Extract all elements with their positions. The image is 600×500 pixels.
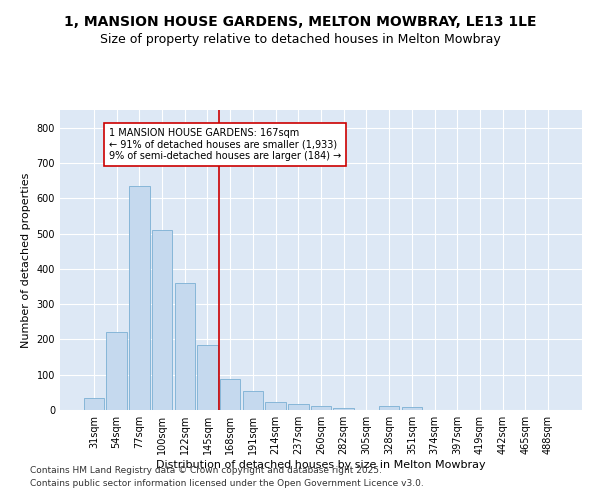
Bar	[401, 407, 422, 410]
Text: Contains HM Land Registry data © Crown copyright and database right 2025.: Contains HM Land Registry data © Crown c…	[30, 466, 382, 475]
Bar	[220, 379, 241, 410]
Bar	[175, 283, 195, 410]
Bar	[311, 406, 331, 410]
Text: 1 MANSION HOUSE GARDENS: 167sqm
← 91% of detached houses are smaller (1,933)
9% : 1 MANSION HOUSE GARDENS: 167sqm ← 91% of…	[109, 128, 341, 161]
Bar	[288, 404, 308, 410]
Bar	[129, 186, 149, 410]
Bar	[334, 408, 354, 410]
Text: Size of property relative to detached houses in Melton Mowbray: Size of property relative to detached ho…	[100, 32, 500, 46]
Bar	[379, 406, 400, 410]
Bar	[265, 402, 286, 410]
Text: Contains public sector information licensed under the Open Government Licence v3: Contains public sector information licen…	[30, 478, 424, 488]
Y-axis label: Number of detached properties: Number of detached properties	[21, 172, 31, 348]
Bar	[106, 332, 127, 410]
Bar	[152, 230, 172, 410]
Bar	[242, 392, 263, 410]
Text: 1, MANSION HOUSE GARDENS, MELTON MOWBRAY, LE13 1LE: 1, MANSION HOUSE GARDENS, MELTON MOWBRAY…	[64, 15, 536, 29]
Bar	[197, 344, 218, 410]
X-axis label: Distribution of detached houses by size in Melton Mowbray: Distribution of detached houses by size …	[156, 460, 486, 470]
Bar	[84, 398, 104, 410]
